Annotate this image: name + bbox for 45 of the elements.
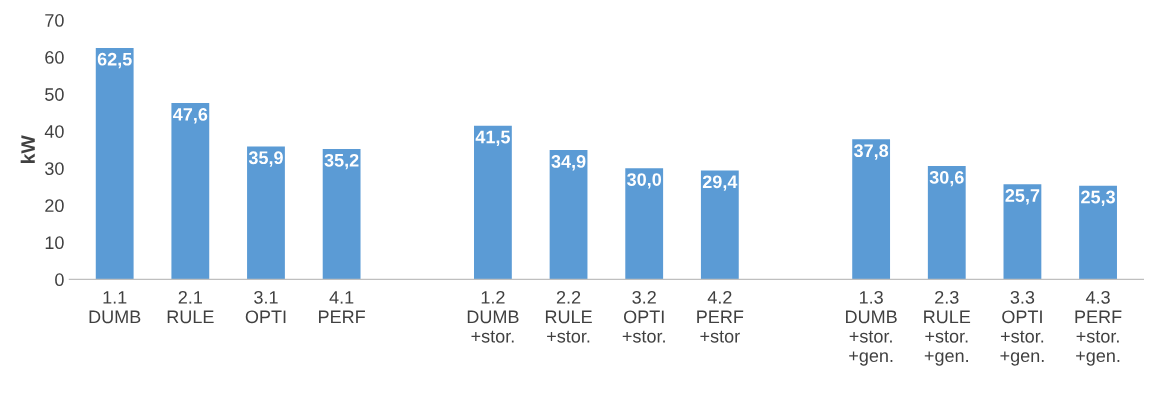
bar xyxy=(1079,185,1117,280)
y-tick-label: 50 xyxy=(45,88,64,101)
data-label: 29,4 xyxy=(702,175,738,191)
bar xyxy=(1003,184,1042,280)
x-tick-label: 3.1 OPTI xyxy=(245,290,286,324)
bar xyxy=(171,103,210,280)
bar xyxy=(474,125,512,280)
data-label: 35,2 xyxy=(324,153,359,170)
data-label: 41,5 xyxy=(475,130,510,146)
bar xyxy=(927,166,966,280)
bar xyxy=(852,139,891,280)
y-tick-label: 60 xyxy=(45,51,64,64)
x-tick-label: 1.3 DUMB +stor. +gen. xyxy=(846,290,897,366)
bar xyxy=(95,47,134,280)
y-tick-label: 10 xyxy=(45,236,64,250)
data-label: 47,6 xyxy=(173,107,208,124)
data-label: 35,9 xyxy=(248,151,283,167)
x-tick-label: 1.2 DUMB +stor. xyxy=(467,290,519,343)
x-tick-label: 2.3 RULE +stor. +gen. xyxy=(924,290,971,366)
data-label: 30,0 xyxy=(627,173,662,189)
x-tick-label: 2.1 RULE xyxy=(167,290,214,324)
x-tick-label: 3.2 OPTI +stor. xyxy=(622,290,665,343)
x-tick-label: 4.2 PERF +stor xyxy=(697,290,744,343)
bar xyxy=(549,150,588,280)
x-tick-label: 4.1 PERF xyxy=(319,291,365,324)
data-label: 37,8 xyxy=(853,144,889,160)
data-label: 25,7 xyxy=(1005,189,1040,205)
y-axis-title: kW xyxy=(20,135,35,163)
y-tick-label: 0 xyxy=(55,273,64,287)
y-tick-label: 40 xyxy=(44,125,64,138)
x-tick-label: 2.2 RULE +stor. xyxy=(545,290,592,343)
data-label: 34,9 xyxy=(551,155,586,171)
data-label: 62,5 xyxy=(97,52,132,69)
data-label: 25,3 xyxy=(1081,190,1115,206)
y-tick-label: 70 xyxy=(45,14,64,27)
y-tick-label: 30 xyxy=(45,162,64,175)
x-tick-label: 3.3 OPTI +stor. +gen. xyxy=(1000,290,1044,366)
data-label: 30,6 xyxy=(929,170,964,187)
bar xyxy=(322,149,361,280)
bar xyxy=(247,146,285,280)
x-tick-label: 4.3 PERF +stor. +gen. xyxy=(1075,290,1122,366)
bar xyxy=(700,170,739,280)
x-tick-label: 1.1 DUMB xyxy=(89,291,141,324)
y-tick-label: 20 xyxy=(45,199,64,213)
bar xyxy=(625,168,664,280)
